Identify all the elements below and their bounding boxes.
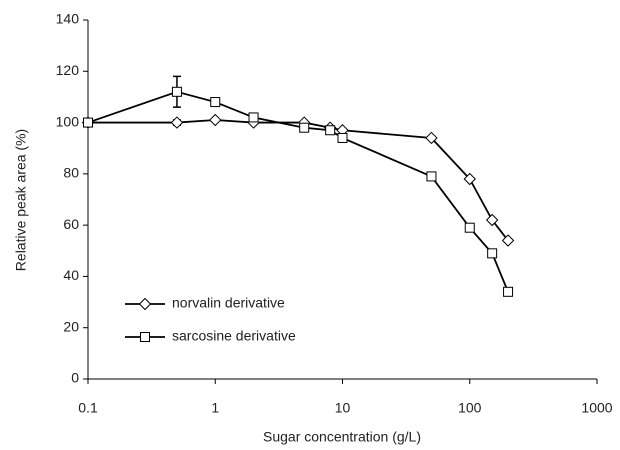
marker: [210, 97, 221, 108]
x-tick-label: 10: [335, 400, 351, 416]
marker: [464, 222, 475, 233]
marker: [83, 117, 93, 128]
marker: [503, 286, 514, 297]
legend-marker: [138, 297, 152, 311]
marker: [426, 171, 437, 182]
marker: [171, 86, 182, 97]
marker: [501, 234, 515, 247]
x-tick-label: 0.1: [78, 400, 98, 416]
x-tick-label: 1: [211, 400, 219, 416]
legend-label: norvalin derivative: [172, 295, 285, 311]
y-tick-label: 60: [63, 216, 79, 232]
marker: [170, 116, 184, 129]
x-axis-title: Sugar concentration (g/L): [263, 429, 421, 445]
marker: [487, 248, 498, 259]
marker: [463, 172, 476, 186]
marker: [209, 113, 222, 127]
y-tick-label: 140: [56, 11, 80, 27]
y-tick-label: 100: [56, 113, 80, 129]
y-tick-label: 20: [63, 318, 79, 334]
marker: [425, 131, 438, 145]
marker: [485, 213, 499, 227]
marker: [325, 125, 336, 136]
y-tick-label: 80: [63, 165, 79, 181]
marker: [299, 122, 310, 133]
legend-label: sarcosine derivative: [172, 328, 296, 344]
y-axis-title: Relative peak area (%): [13, 129, 29, 271]
legend-marker: [140, 332, 150, 342]
marker: [248, 112, 259, 123]
x-tick-label: 100: [458, 400, 482, 416]
y-tick-label: 40: [63, 267, 79, 283]
y-tick-label: 120: [56, 62, 80, 78]
x-tick-label: 1000: [581, 400, 612, 416]
marker: [337, 132, 348, 143]
y-tick-label: 0: [71, 370, 79, 386]
series-line: [88, 119, 509, 242]
